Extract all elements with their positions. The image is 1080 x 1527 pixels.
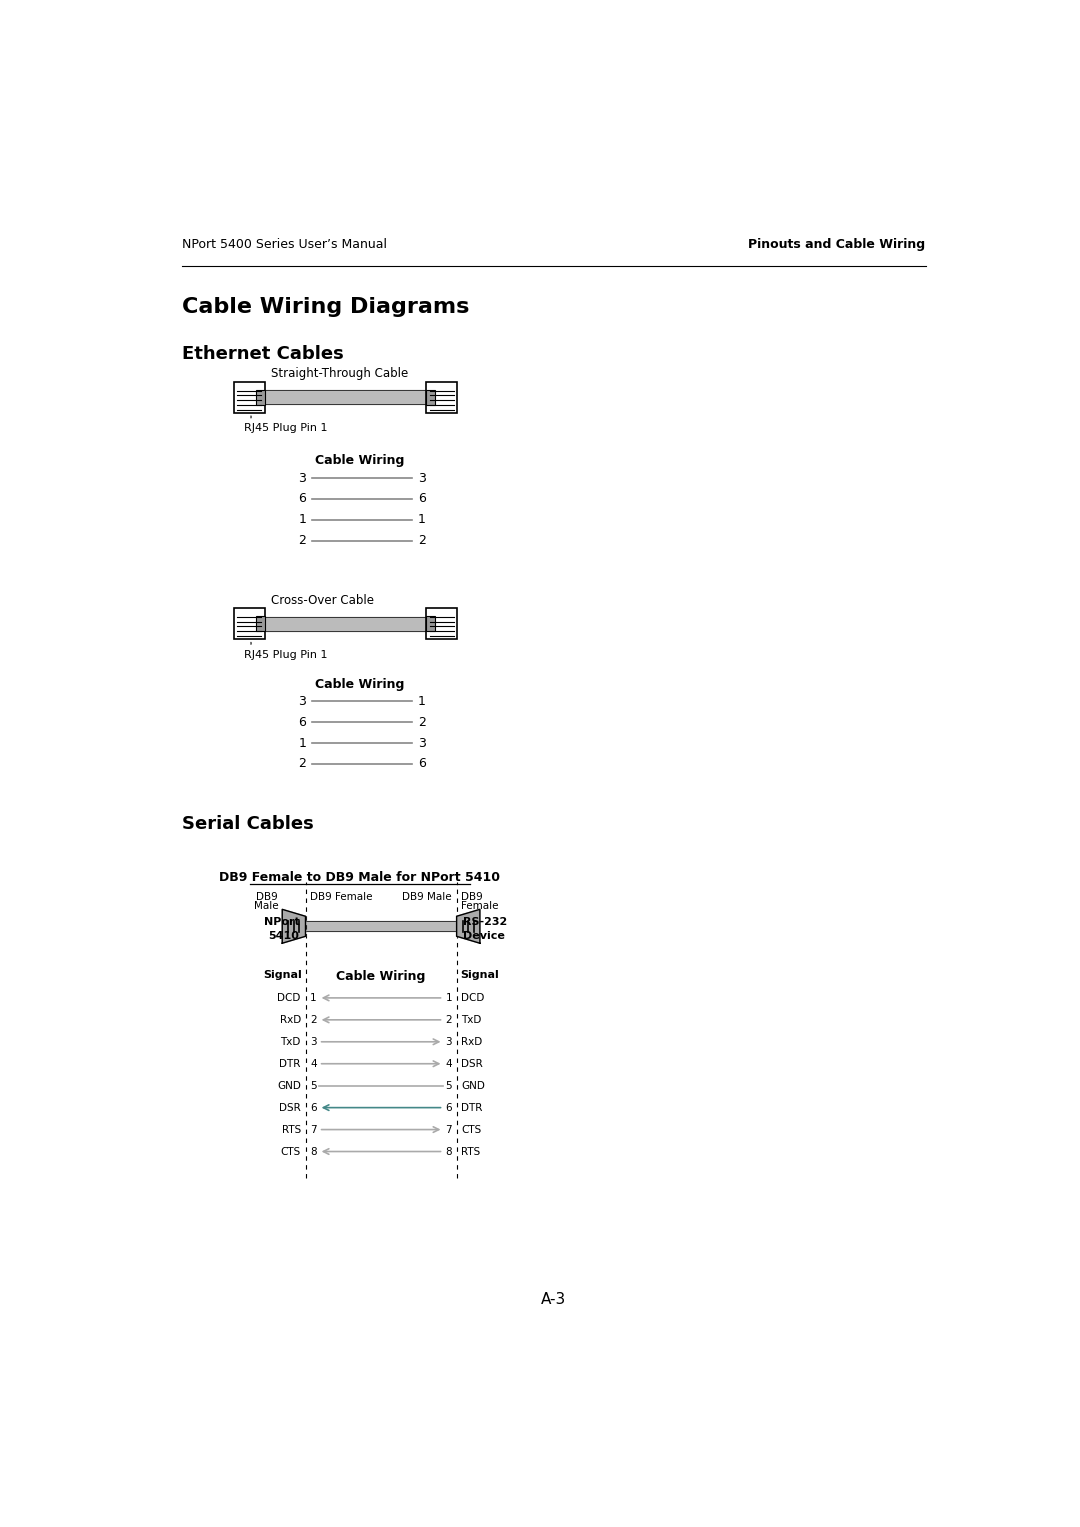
Text: DCD: DCD <box>461 993 485 1003</box>
Bar <box>256 389 266 405</box>
Text: 3: 3 <box>298 472 307 484</box>
Text: DSR: DSR <box>461 1058 483 1069</box>
Text: 2: 2 <box>298 757 307 770</box>
Text: Signal: Signal <box>262 970 301 980</box>
Text: 2: 2 <box>445 1015 451 1025</box>
Text: 2: 2 <box>418 716 426 728</box>
Text: 3: 3 <box>298 695 307 709</box>
Text: DB9: DB9 <box>461 892 483 901</box>
Text: DCD: DCD <box>278 993 301 1003</box>
Text: RTS: RTS <box>461 1147 481 1156</box>
Text: 6: 6 <box>418 492 426 505</box>
Text: 5: 5 <box>310 1081 316 1090</box>
Text: 2: 2 <box>310 1015 316 1025</box>
Text: Device: Device <box>463 930 504 941</box>
Text: RTS: RTS <box>282 1124 301 1135</box>
Bar <box>234 608 266 640</box>
Bar <box>426 382 457 412</box>
Text: RxD: RxD <box>461 1037 483 1048</box>
Text: 1: 1 <box>418 513 426 527</box>
Text: 1: 1 <box>298 513 307 527</box>
Text: 7: 7 <box>445 1124 451 1135</box>
Text: Male: Male <box>255 901 279 912</box>
Bar <box>234 382 266 412</box>
Text: 2: 2 <box>298 534 307 547</box>
Text: 3: 3 <box>418 736 426 750</box>
Text: 1: 1 <box>445 993 451 1003</box>
Text: DTR: DTR <box>280 1058 301 1069</box>
Text: 3: 3 <box>310 1037 316 1048</box>
Text: DSR: DSR <box>279 1102 301 1113</box>
Text: 7: 7 <box>310 1124 316 1135</box>
Text: RxD: RxD <box>280 1015 301 1025</box>
Text: 5410: 5410 <box>269 930 299 941</box>
Text: Cable Wiring Diagrams: Cable Wiring Diagrams <box>181 298 469 318</box>
Text: NPort: NPort <box>264 916 299 927</box>
Text: Cable Wiring: Cable Wiring <box>336 970 426 983</box>
Text: CTS: CTS <box>281 1147 301 1156</box>
Text: 1: 1 <box>298 736 307 750</box>
Text: Straight-Through Cable: Straight-Through Cable <box>271 368 408 380</box>
Bar <box>426 608 457 640</box>
Text: DB9 Male: DB9 Male <box>403 892 451 901</box>
Text: TxD: TxD <box>461 1015 482 1025</box>
Text: Ethernet Cables: Ethernet Cables <box>181 345 343 363</box>
Text: CTS: CTS <box>461 1124 482 1135</box>
Text: DB9 Female to DB9 Male for NPort 5410: DB9 Female to DB9 Male for NPort 5410 <box>219 870 500 884</box>
Text: GND: GND <box>461 1081 485 1090</box>
Text: 6: 6 <box>298 716 307 728</box>
Text: DB9: DB9 <box>256 892 278 901</box>
Text: 4: 4 <box>445 1058 451 1069</box>
Text: 6: 6 <box>418 757 426 770</box>
Text: 3: 3 <box>445 1037 451 1048</box>
Bar <box>426 615 435 631</box>
Bar <box>256 615 266 631</box>
Text: Cross-Over Cable: Cross-Over Cable <box>271 594 375 606</box>
Text: 5: 5 <box>445 1081 451 1090</box>
Text: 1: 1 <box>310 993 316 1003</box>
Text: Signal: Signal <box>460 970 499 980</box>
Text: 8: 8 <box>445 1147 451 1156</box>
Text: 1: 1 <box>418 695 426 709</box>
Text: RJ45 Plug Pin 1: RJ45 Plug Pin 1 <box>243 423 327 434</box>
Text: Serial Cables: Serial Cables <box>181 814 313 832</box>
Text: 6: 6 <box>445 1102 451 1113</box>
Text: RJ45 Plug Pin 1: RJ45 Plug Pin 1 <box>243 651 327 660</box>
Text: 4: 4 <box>310 1058 316 1069</box>
Text: Female: Female <box>461 901 499 912</box>
Text: NPort 5400 Series User’s Manual: NPort 5400 Series User’s Manual <box>181 238 387 250</box>
Text: RS-232: RS-232 <box>463 916 508 927</box>
Text: A-3: A-3 <box>541 1292 566 1307</box>
Text: Cable Wiring: Cable Wiring <box>315 678 404 692</box>
Polygon shape <box>457 910 480 944</box>
Bar <box>426 389 435 405</box>
Text: 2: 2 <box>418 534 426 547</box>
Text: 3: 3 <box>418 472 426 484</box>
Text: Cable Wiring: Cable Wiring <box>315 454 404 467</box>
Text: 6: 6 <box>298 492 307 505</box>
Text: 6: 6 <box>310 1102 316 1113</box>
Text: Pinouts and Cable Wiring: Pinouts and Cable Wiring <box>748 238 926 250</box>
Text: DB9 Female: DB9 Female <box>310 892 373 901</box>
Text: GND: GND <box>276 1081 301 1090</box>
Text: DTR: DTR <box>461 1102 483 1113</box>
Text: 8: 8 <box>310 1147 316 1156</box>
Polygon shape <box>282 910 306 944</box>
Text: TxD: TxD <box>281 1037 301 1048</box>
